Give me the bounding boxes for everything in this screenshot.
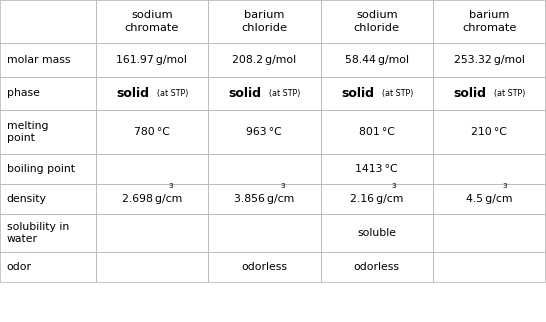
Text: density: density	[7, 194, 46, 204]
Text: 3.856 g/cm: 3.856 g/cm	[234, 194, 294, 204]
Text: (at STP): (at STP)	[489, 89, 526, 98]
Text: soluble: soluble	[357, 228, 396, 238]
Text: (at STP): (at STP)	[264, 89, 301, 98]
Bar	[433, 184, 545, 214]
Bar	[321, 110, 433, 154]
Text: 58.44 g/mol: 58.44 g/mol	[345, 55, 409, 65]
Text: solubility in
water: solubility in water	[7, 222, 69, 244]
Text: 2.698 g/cm: 2.698 g/cm	[122, 194, 182, 204]
Bar	[321, 43, 433, 77]
Bar	[0, 43, 96, 77]
Text: sodium
chloride: sodium chloride	[354, 10, 400, 33]
Text: boiling point: boiling point	[7, 164, 75, 174]
Bar	[0, 154, 96, 184]
Text: phase: phase	[7, 88, 39, 98]
Bar	[321, 214, 433, 252]
Text: 208.2 g/mol: 208.2 g/mol	[232, 55, 296, 65]
Text: 3: 3	[502, 183, 507, 189]
Text: solid: solid	[341, 87, 374, 100]
Bar	[208, 77, 321, 110]
Bar	[96, 0, 208, 43]
Text: 1413 °C: 1413 °C	[355, 164, 398, 174]
Bar	[208, 184, 321, 214]
Text: 253.32 g/mol: 253.32 g/mol	[454, 55, 525, 65]
Bar	[433, 110, 545, 154]
Text: solid: solid	[229, 87, 262, 100]
Text: molar mass: molar mass	[7, 55, 70, 65]
Text: barium
chromate: barium chromate	[462, 10, 517, 33]
Bar	[96, 214, 208, 252]
Bar	[321, 77, 433, 110]
Bar	[433, 252, 545, 282]
Text: 3: 3	[168, 183, 173, 189]
Bar	[0, 0, 96, 43]
Text: 210 °C: 210 °C	[471, 127, 507, 137]
Text: (at STP): (at STP)	[377, 89, 413, 98]
Bar	[208, 43, 321, 77]
Bar	[433, 43, 545, 77]
Text: melting
point: melting point	[7, 121, 48, 143]
Bar	[208, 110, 321, 154]
Bar	[0, 184, 96, 214]
Bar	[96, 184, 208, 214]
Text: solid: solid	[116, 87, 149, 100]
Bar	[96, 43, 208, 77]
Bar	[433, 0, 545, 43]
Bar	[433, 77, 545, 110]
Text: 963 °C: 963 °C	[246, 127, 282, 137]
Bar	[0, 214, 96, 252]
Text: barium
chloride: barium chloride	[241, 10, 287, 33]
Text: 3: 3	[391, 183, 396, 189]
Text: 4.5 g/cm: 4.5 g/cm	[466, 194, 513, 204]
Text: solid: solid	[454, 87, 486, 100]
Bar	[0, 252, 96, 282]
Bar	[96, 252, 208, 282]
Bar	[208, 252, 321, 282]
Bar	[208, 154, 321, 184]
Text: odor: odor	[7, 262, 32, 272]
Text: odorless: odorless	[354, 262, 400, 272]
Text: (at STP): (at STP)	[152, 89, 188, 98]
Bar	[321, 0, 433, 43]
Bar	[433, 214, 545, 252]
Text: odorless: odorless	[241, 262, 287, 272]
Bar	[96, 110, 208, 154]
Bar	[0, 110, 96, 154]
Text: 2.16 g/cm: 2.16 g/cm	[350, 194, 403, 204]
Text: 801 °C: 801 °C	[359, 127, 395, 137]
Bar	[96, 154, 208, 184]
Bar	[0, 77, 96, 110]
Bar	[208, 214, 321, 252]
Bar	[321, 252, 433, 282]
Bar	[321, 154, 433, 184]
Text: 161.97 g/mol: 161.97 g/mol	[116, 55, 187, 65]
Bar	[96, 77, 208, 110]
Bar	[321, 184, 433, 214]
Text: 780 °C: 780 °C	[134, 127, 170, 137]
Bar	[433, 154, 545, 184]
Text: 3: 3	[281, 183, 285, 189]
Text: sodium
chromate: sodium chromate	[124, 10, 179, 33]
Bar	[208, 0, 321, 43]
